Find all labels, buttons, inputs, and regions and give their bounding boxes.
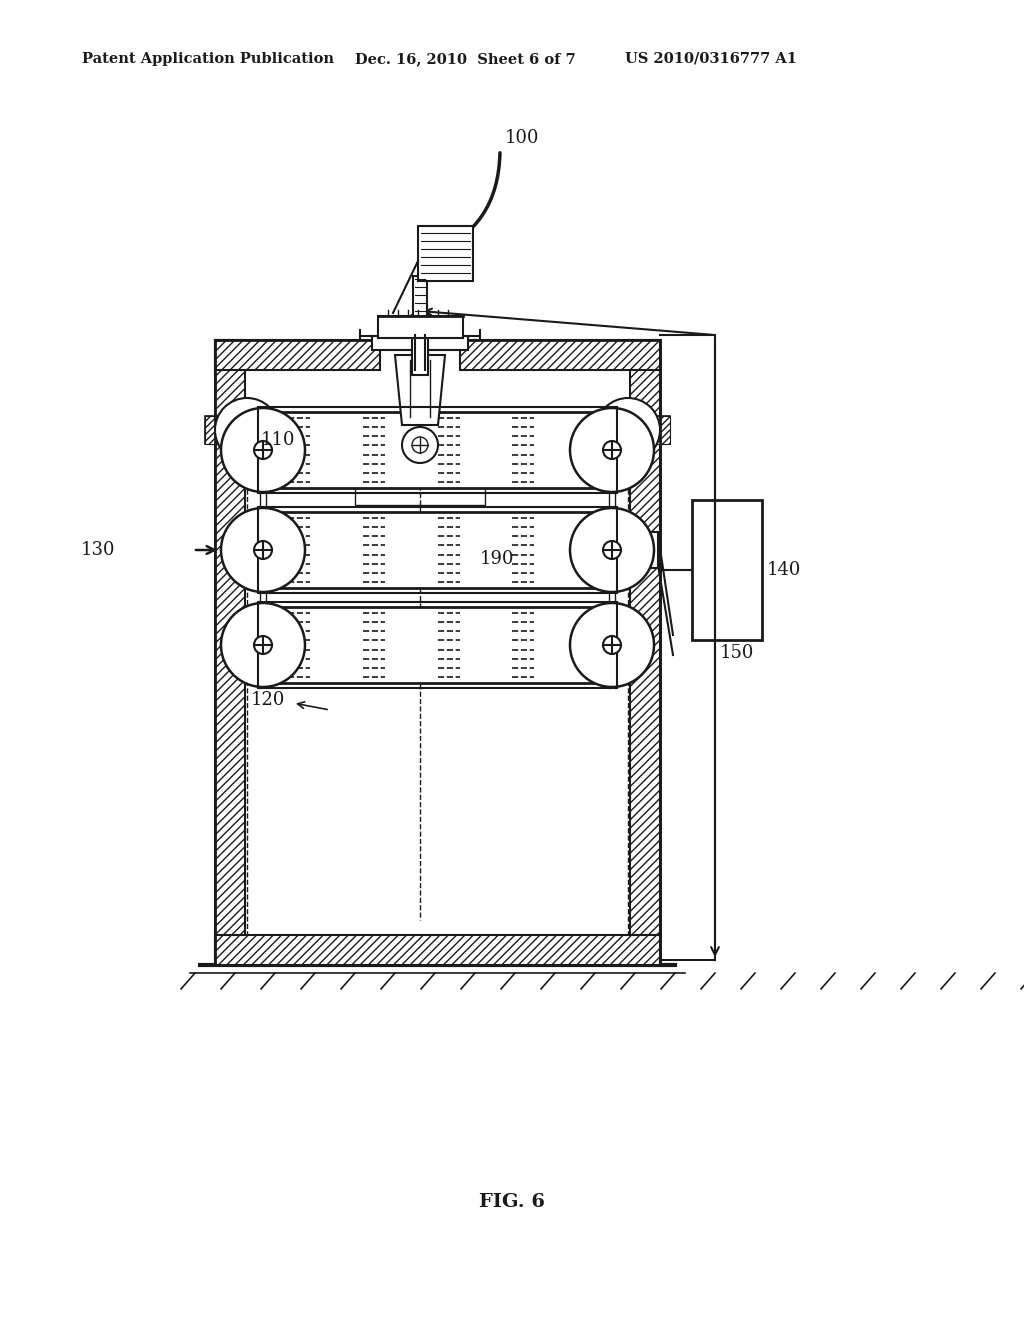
Circle shape	[221, 508, 305, 591]
Circle shape	[618, 420, 638, 440]
Text: 140: 140	[767, 561, 802, 579]
Text: 130: 130	[81, 541, 115, 558]
Circle shape	[603, 541, 621, 558]
Circle shape	[221, 408, 305, 492]
Circle shape	[221, 603, 305, 686]
Text: Dec. 16, 2010  Sheet 6 of 7: Dec. 16, 2010 Sheet 6 of 7	[355, 51, 575, 66]
Bar	[632, 416, 670, 444]
Circle shape	[570, 508, 654, 591]
Text: 110: 110	[260, 432, 295, 449]
Circle shape	[570, 408, 654, 492]
Bar	[460, 341, 660, 370]
Bar	[215, 341, 660, 965]
Text: 100: 100	[505, 129, 540, 147]
Bar	[412, 315, 428, 375]
Circle shape	[596, 399, 660, 462]
Circle shape	[254, 636, 272, 653]
Circle shape	[603, 636, 621, 653]
Circle shape	[402, 426, 438, 463]
Text: 190: 190	[480, 550, 514, 568]
Bar	[692, 500, 762, 640]
Bar	[258, 407, 617, 492]
Text: Patent Application Publication: Patent Application Publication	[82, 51, 334, 66]
Circle shape	[570, 603, 654, 686]
Bar	[630, 341, 660, 965]
Bar	[418, 226, 473, 281]
Bar	[215, 341, 245, 965]
Text: 150: 150	[720, 644, 755, 661]
Circle shape	[215, 399, 279, 462]
Bar	[413, 276, 427, 315]
Text: US 2010/0316777 A1: US 2010/0316777 A1	[625, 51, 797, 66]
Bar	[205, 416, 243, 444]
Polygon shape	[395, 355, 445, 425]
Bar	[355, 470, 485, 506]
Text: 120: 120	[251, 690, 285, 709]
Bar	[215, 341, 660, 965]
Bar	[263, 412, 612, 488]
Bar	[263, 512, 612, 587]
Bar	[628, 532, 658, 568]
Bar	[258, 507, 617, 593]
Bar	[632, 416, 670, 444]
Bar	[215, 935, 660, 965]
Bar	[378, 315, 463, 338]
Circle shape	[412, 437, 428, 453]
Text: FIG. 6: FIG. 6	[479, 1193, 545, 1210]
Bar	[258, 602, 617, 688]
Bar	[372, 337, 468, 350]
Circle shape	[237, 420, 257, 440]
Bar	[205, 416, 243, 444]
Circle shape	[254, 441, 272, 459]
Bar	[215, 341, 380, 370]
Circle shape	[254, 541, 272, 558]
Circle shape	[603, 441, 621, 459]
Bar	[263, 607, 612, 682]
